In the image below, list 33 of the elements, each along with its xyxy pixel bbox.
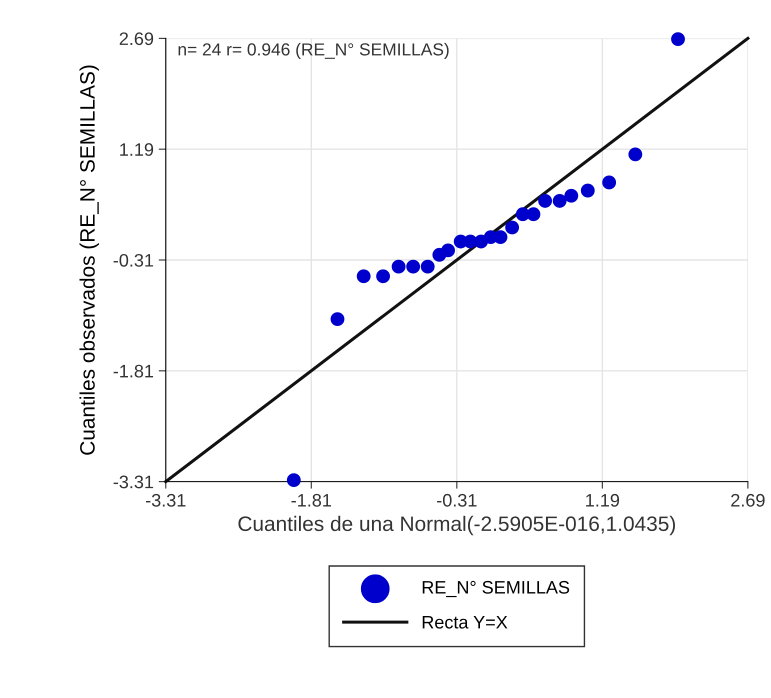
point — [441, 243, 455, 258]
y-tick-label: 1.19 — [120, 143, 154, 156]
annotation: n= 24 r= 0.946 (RE_N° SEMILLAS) — [178, 42, 449, 59]
x-tick-label: -1.81 — [292, 494, 331, 507]
y-tick-label: -3.31 — [114, 476, 154, 488]
y-tick-label: -1.81 — [114, 364, 154, 378]
point — [552, 194, 567, 208]
legend-label: RE_N° SEMILLAS — [422, 580, 570, 598]
point — [538, 194, 552, 208]
point — [494, 230, 508, 244]
y-axis-title: Cuantiles observados (RE_N° SEMILLAS) — [80, 65, 99, 455]
point — [392, 260, 406, 274]
point — [376, 269, 390, 284]
legend-label: Recta Y=X — [422, 616, 508, 629]
x-tick-label: -3.31 — [146, 494, 186, 507]
x-tick-label: -0.31 — [437, 494, 477, 507]
point — [406, 260, 420, 274]
point — [420, 260, 435, 274]
x-tick-label: 2.69 — [731, 494, 765, 507]
point — [286, 473, 301, 488]
x-tick-label: 1.19 — [586, 494, 620, 507]
point — [671, 32, 685, 46]
y-tick-label: -0.31 — [114, 254, 154, 267]
point — [330, 312, 344, 326]
point — [564, 188, 578, 203]
point — [526, 207, 540, 222]
x-axis-title: Cuantiles de una Normal(-2.5905E-016,1.0435) — [238, 516, 676, 536]
point — [505, 220, 520, 234]
point — [356, 269, 371, 284]
point — [580, 184, 595, 198]
point — [628, 147, 642, 162]
point — [602, 176, 616, 190]
y-tick-label: 2.69 — [120, 32, 154, 46]
